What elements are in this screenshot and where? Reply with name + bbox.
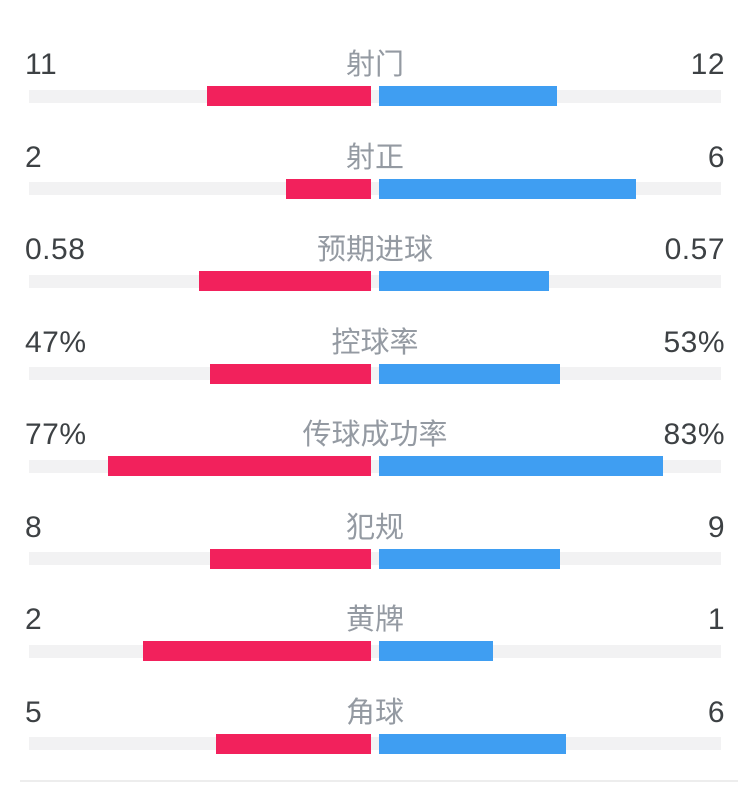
away-bar [379, 548, 561, 569]
stat-label: 犯规 [346, 511, 405, 544]
away-bar [379, 456, 663, 476]
stat-values-corners: 5 角球 6 [25, 695, 726, 729]
home-value: 5 [25, 695, 43, 729]
home-bar [143, 641, 371, 661]
home-bar [210, 548, 371, 569]
stat-values-fouls: 8 犯规 9 [25, 510, 726, 544]
stat-label: 黄牌 [346, 604, 405, 636]
stat-row-yellow-cards: 2 黄牌 1 [0, 597, 750, 690]
stat-bar [29, 178, 721, 199]
bar-track [29, 89, 721, 103]
bar-track [29, 274, 721, 288]
home-value: 2 [25, 140, 43, 174]
stat-label: 预期进球 [317, 234, 434, 266]
away-bar [379, 733, 566, 754]
home-bar [210, 363, 371, 384]
away-bar [379, 271, 549, 291]
stat-row-fouls: 8 犯规 9 [0, 505, 750, 598]
home-bar [207, 86, 371, 106]
away-value: 9 [707, 510, 726, 544]
away-bar [379, 178, 636, 199]
stat-label: 射门 [346, 49, 405, 81]
stat-label: 传球成功率 [302, 419, 448, 451]
stat-row-shots-on-target: 2 射正 6 [0, 135, 750, 228]
home-value: 77% [25, 418, 87, 451]
away-value: 1 [707, 603, 726, 636]
stat-values-yellow-cards: 2 黄牌 1 [25, 603, 726, 636]
away-value: 6 [707, 695, 726, 729]
bar-track [29, 644, 721, 658]
home-value: 11 [25, 48, 58, 81]
home-bar [215, 733, 371, 754]
stat-row-corners: 5 角球 6 [0, 690, 750, 783]
stat-label: 射正 [346, 141, 405, 174]
bottom-divider [20, 780, 738, 782]
stat-bar [29, 271, 721, 291]
away-value: 53% [663, 325, 726, 359]
stat-row-xg: 0.58 预期进球 0.57 [0, 227, 750, 320]
stat-bar [29, 86, 721, 106]
stat-bar [29, 363, 721, 384]
away-value: 83% [663, 418, 726, 451]
stat-values-shots-on-target: 2 射正 6 [25, 140, 726, 174]
stat-values-possession: 47% 控球率 53% [25, 325, 726, 359]
stat-row-possession: 47% 控球率 53% [0, 320, 750, 413]
home-value: 47% [25, 325, 87, 359]
away-value: 0.57 [664, 233, 726, 266]
home-value: 8 [25, 510, 43, 544]
stat-bar [29, 641, 721, 661]
bar-track [29, 737, 721, 750]
stat-row-pass-accuracy: 77% 传球成功率 83% [0, 412, 750, 505]
stat-values-pass-accuracy: 77% 传球成功率 83% [25, 418, 726, 451]
home-bar [198, 271, 371, 291]
stat-values-shots: 11 射门 12 [25, 48, 726, 81]
stat-bar [29, 548, 721, 569]
stat-label: 控球率 [331, 326, 419, 359]
away-value: 6 [707, 140, 726, 174]
away-value: 12 [690, 48, 726, 81]
bar-track [29, 367, 721, 380]
stat-row-shots: 11 射门 12 [0, 42, 750, 135]
stat-bar [29, 456, 721, 476]
bar-track [29, 552, 721, 565]
home-value: 2 [25, 603, 43, 636]
stat-bar [29, 733, 721, 754]
home-value: 0.58 [25, 233, 86, 266]
away-bar [379, 641, 493, 661]
away-bar [379, 86, 558, 106]
stat-label: 角球 [346, 696, 405, 729]
away-bar [379, 363, 561, 384]
home-bar [107, 456, 371, 476]
stat-values-xg: 0.58 预期进球 0.57 [25, 233, 726, 266]
home-bar [285, 178, 371, 199]
